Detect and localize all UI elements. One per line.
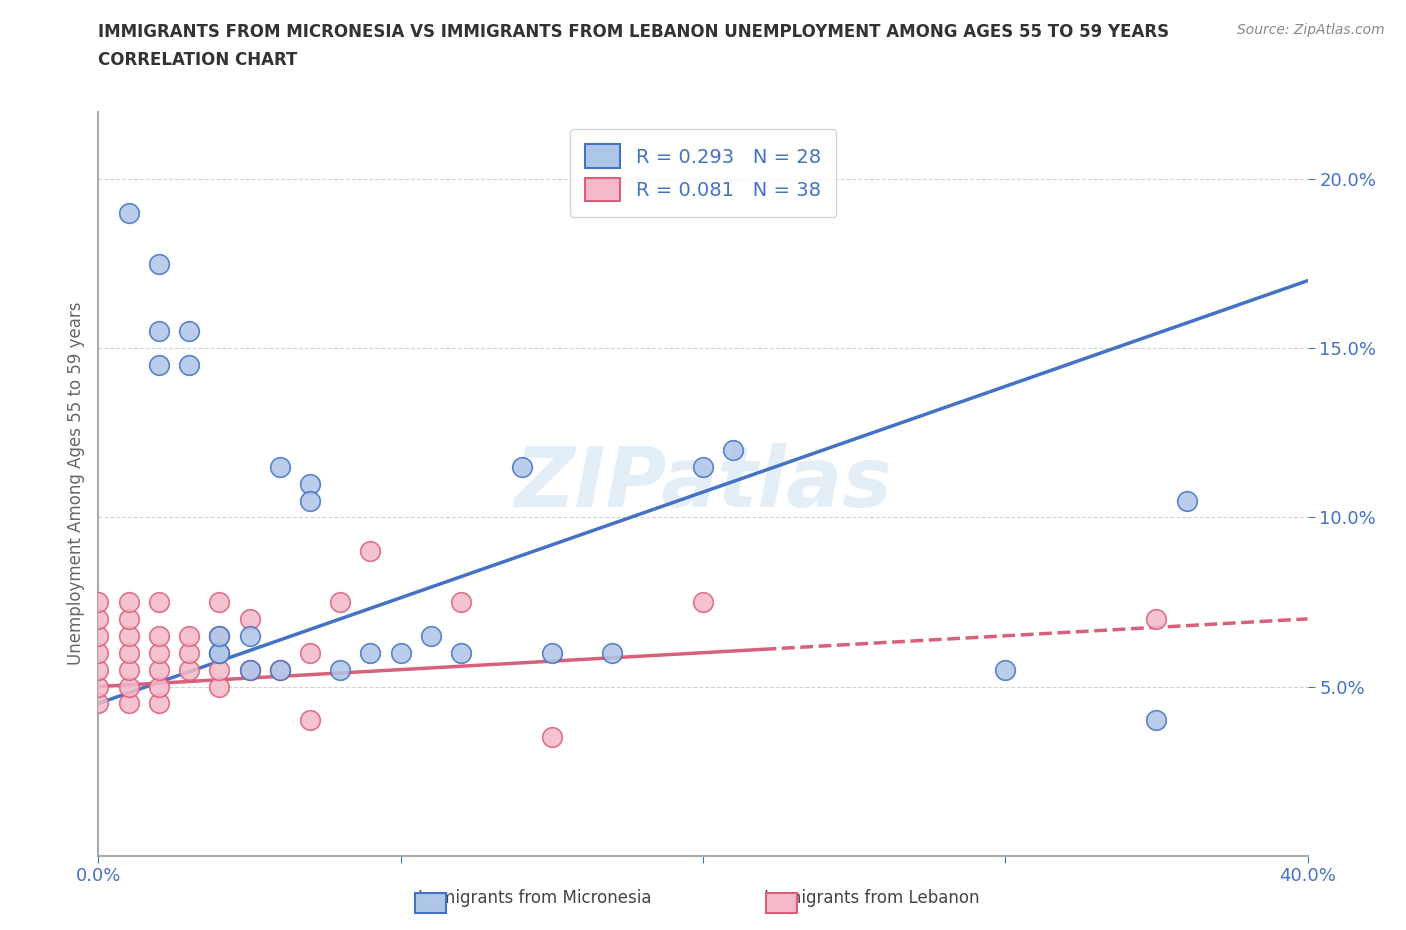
Point — [360, 544, 382, 559]
Text: IMMIGRANTS FROM MICRONESIA VS IMMIGRANTS FROM LEBANON UNEMPLOYMENT AMONG AGES 55: IMMIGRANTS FROM MICRONESIA VS IMMIGRANTS… — [98, 23, 1170, 41]
Point — [239, 662, 262, 677]
Point — [208, 594, 231, 609]
Point — [692, 594, 714, 609]
Point — [118, 594, 141, 609]
Y-axis label: Unemployment Among Ages 55 to 59 years: Unemployment Among Ages 55 to 59 years — [66, 302, 84, 665]
Point — [179, 645, 201, 660]
Point — [87, 645, 110, 660]
Point — [208, 629, 231, 644]
Point — [87, 629, 110, 644]
Point — [87, 662, 110, 677]
Point — [148, 257, 170, 272]
Point — [692, 459, 714, 474]
Point — [148, 662, 170, 677]
Point — [179, 324, 201, 339]
Point — [602, 645, 624, 660]
Point — [118, 629, 141, 644]
Point — [208, 645, 231, 660]
Text: CORRELATION CHART: CORRELATION CHART — [98, 51, 298, 69]
Legend: R = 0.293   N = 28, R = 0.081   N = 38: R = 0.293 N = 28, R = 0.081 N = 38 — [569, 128, 837, 217]
Point — [510, 459, 533, 474]
Text: Immigrants from Micronesia: Immigrants from Micronesia — [418, 889, 651, 907]
Point — [329, 662, 352, 677]
Point — [208, 679, 231, 694]
Point — [118, 611, 141, 626]
Point — [148, 629, 170, 644]
Point — [299, 645, 322, 660]
Point — [450, 645, 472, 660]
Point — [269, 662, 291, 677]
Point — [87, 696, 110, 711]
Point — [994, 662, 1017, 677]
Text: Immigrants from Lebanon: Immigrants from Lebanon — [763, 889, 980, 907]
Point — [179, 662, 201, 677]
Point — [118, 645, 141, 660]
Point — [118, 206, 141, 220]
Point — [87, 594, 110, 609]
Point — [148, 324, 170, 339]
Point — [179, 629, 201, 644]
Point — [1144, 611, 1167, 626]
Point — [239, 611, 262, 626]
Point — [208, 662, 231, 677]
Point — [148, 645, 170, 660]
Point — [87, 611, 110, 626]
Point — [299, 713, 322, 728]
Point — [87, 679, 110, 694]
Point — [148, 594, 170, 609]
Point — [269, 459, 291, 474]
Point — [299, 493, 322, 508]
Point — [329, 594, 352, 609]
Point — [148, 679, 170, 694]
Point — [208, 645, 231, 660]
Point — [540, 730, 562, 745]
Point — [540, 645, 562, 660]
Point — [420, 629, 443, 644]
Point — [239, 662, 262, 677]
Text: ZIPatlas: ZIPatlas — [515, 443, 891, 525]
Point — [269, 662, 291, 677]
Point — [118, 696, 141, 711]
Point — [148, 696, 170, 711]
Point — [389, 645, 412, 660]
Point — [299, 476, 322, 491]
Text: Source: ZipAtlas.com: Source: ZipAtlas.com — [1237, 23, 1385, 37]
Point — [1144, 713, 1167, 728]
Point — [118, 662, 141, 677]
Point — [239, 629, 262, 644]
Point — [179, 358, 201, 373]
Point — [148, 358, 170, 373]
Point — [1175, 493, 1198, 508]
Point — [360, 645, 382, 660]
Point — [450, 594, 472, 609]
Point — [118, 679, 141, 694]
Point — [723, 443, 745, 458]
Point — [208, 629, 231, 644]
